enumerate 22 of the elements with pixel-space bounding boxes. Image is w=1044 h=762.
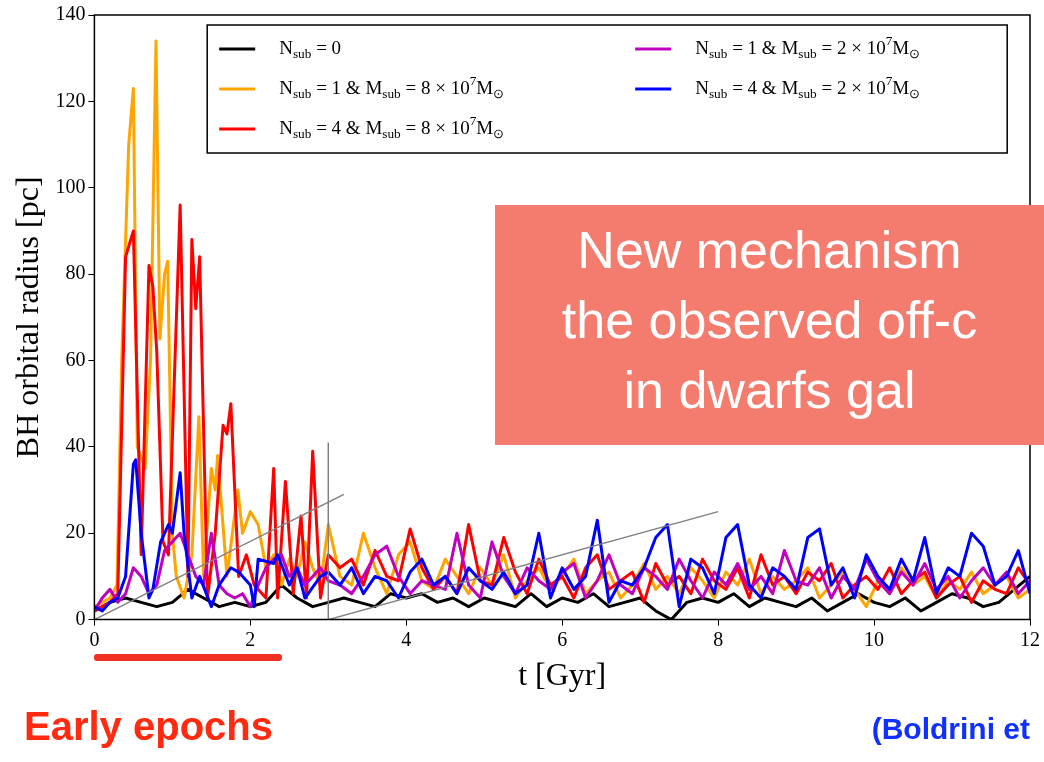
text: Early epochs [24,704,274,749]
y-tick-label: 20 [65,520,86,543]
x-tick-label: 0 [89,627,100,650]
annotation: New mechanism [576,220,963,281]
x-tick-label: 10 [864,627,885,650]
y-tick-label: 0 [75,606,86,629]
annotation: in dwarfs gal [622,360,917,421]
y-tick-label: 40 [65,434,86,457]
x-tick-label: 2 [245,627,256,650]
x-tick-label: 4 [401,627,412,650]
y-tick-label: 100 [55,174,86,197]
x-axis-title: t [Gyr] [518,656,607,693]
x-tick-label: 8 [713,627,724,650]
y-tick-label: 80 [65,261,86,284]
y-tick-label: 140 [55,2,86,25]
annotation: the observed off-c [560,290,979,351]
text: (Boldrini et [871,712,1030,746]
y-tick-label: 60 [65,347,86,370]
y-axis-title: BH orbital radius [pc] [8,176,45,459]
x-tick-label: 12 [1020,627,1040,650]
y-tick-label: 120 [55,88,86,111]
x-tick-label: 6 [557,627,568,650]
